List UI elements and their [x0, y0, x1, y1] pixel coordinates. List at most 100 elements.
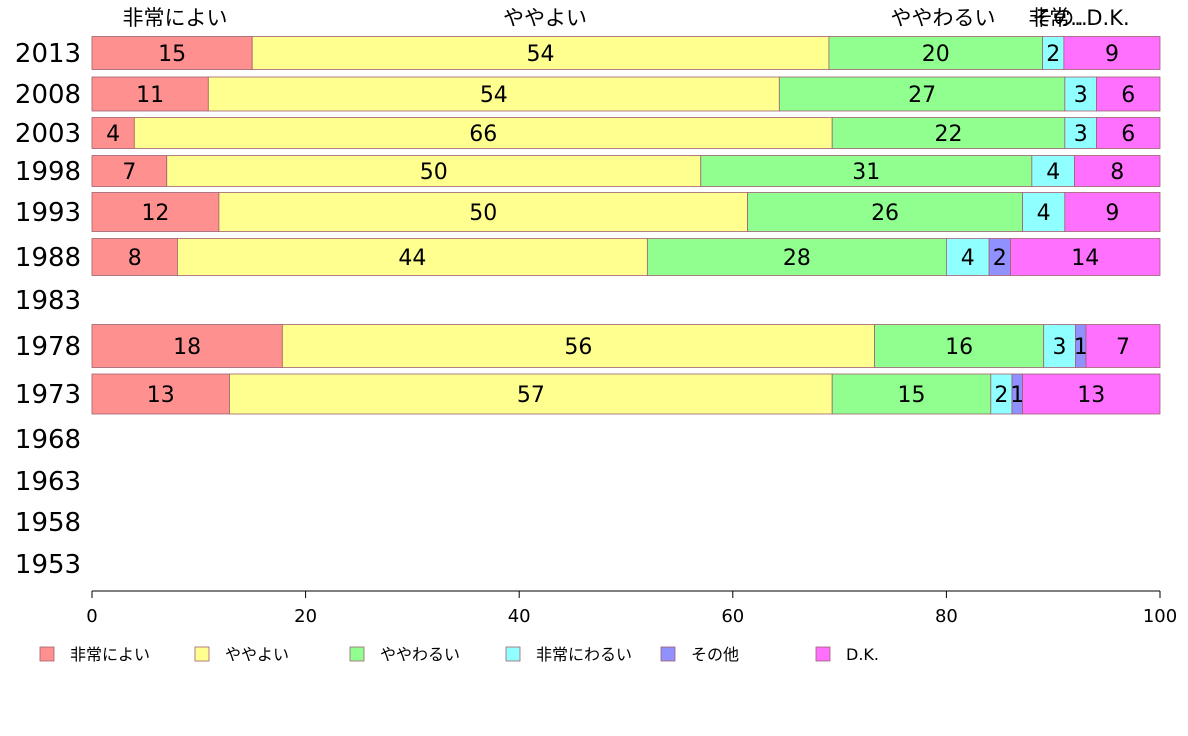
bar-segment: [874, 324, 1045, 368]
bar-value-label: 9: [1105, 42, 1119, 67]
bar-segment: [1074, 155, 1161, 187]
legend-label: D.K.: [846, 645, 879, 664]
bar-segment: [91, 76, 209, 112]
bar-row-2008: 11 54 27 3 6: [91, 76, 1161, 112]
bar-row-1978: 18 56 16 3 1 7: [91, 324, 1161, 368]
bar-value-label: 3: [1074, 122, 1088, 147]
bar-value-label: 22: [935, 122, 963, 147]
bar-row-2013: 15 54 20 2 9: [91, 36, 1161, 70]
bar-segment: [281, 324, 875, 368]
legend-swatch: [349, 646, 365, 662]
y-axis-labels: 2013 2008 2003 1998 1993 1988 1983 1978 1973 1968…: [15, 39, 81, 580]
legend-label: 非常にわるい: [536, 645, 632, 664]
bar-segment: [1085, 324, 1161, 368]
bar-value-label: 4: [961, 246, 975, 271]
bar-value-label: 3: [1074, 83, 1088, 108]
year-label-2003: 2003: [15, 119, 81, 149]
legend-item: その他: [660, 645, 739, 664]
bar-value-label: 3: [1053, 335, 1067, 360]
bar-segment: [1022, 192, 1066, 232]
year-label-1963: 1963: [15, 467, 81, 497]
bar-value-label: 6: [1121, 83, 1135, 108]
legend-item: ややわるい: [349, 645, 460, 664]
bar-segment: [1064, 192, 1161, 232]
bar-value-label: 14: [1071, 246, 1099, 271]
bar-segment: [207, 76, 780, 112]
bar-value-label: 6: [1121, 122, 1135, 147]
bar-segment: [91, 117, 135, 149]
bar-value-label: 9: [1105, 201, 1119, 226]
bar-value-label: 50: [469, 201, 497, 226]
bar-value-label: 31: [852, 160, 880, 185]
x-tick-label: 20: [294, 606, 317, 627]
year-label-1993: 1993: [15, 198, 81, 228]
bar-value-label: 27: [908, 83, 936, 108]
top-column-label: 非常によい: [123, 6, 228, 30]
bar-value-label: 20: [922, 42, 950, 67]
bar-value-label: 57: [517, 383, 545, 408]
bar-row-1993: 12 50 26 4 9: [91, 192, 1161, 232]
legend-item: ややよい: [194, 645, 289, 664]
year-label-2013: 2013: [15, 39, 81, 69]
top-column-label: ややよい: [503, 6, 587, 30]
bar-value-label: 54: [527, 42, 555, 67]
legend-swatch: [194, 646, 210, 662]
bar-value-label: 4: [106, 122, 120, 147]
year-label-1968: 1968: [15, 425, 81, 455]
bar-value-label: 15: [898, 383, 926, 408]
bar-segment: [1064, 76, 1097, 112]
bar-value-label: 12: [141, 201, 169, 226]
bar-segment: [91, 36, 253, 70]
bars: 15 54 20 2 911 54 27 3 64 66 22 3 67 50 31 4 812 50 26 4 98 4…: [91, 36, 1161, 415]
year-label-1998: 1998: [15, 157, 81, 187]
bar-segment: [946, 238, 990, 276]
x-tick-label: 0: [86, 606, 97, 627]
legend-swatch: [39, 646, 55, 662]
bar-segment: [646, 238, 947, 276]
legend-swatch: [815, 646, 831, 662]
bar-row-1988: 8 44 28 4 2 14: [91, 238, 1161, 276]
bar-value-label: 44: [398, 246, 426, 271]
x-tick-label: 80: [935, 606, 958, 627]
x-axis: 0 20 40 60 80 100: [86, 590, 1177, 627]
bar-segment: [1031, 155, 1075, 187]
year-label-1958: 1958: [15, 508, 81, 538]
bar-value-label: 7: [1116, 335, 1130, 360]
bar-segment: [1022, 373, 1161, 415]
bar-value-label: 2: [994, 383, 1008, 408]
top-labels: 非常によい ややよい ややわるい 非常..その..D.K.: [123, 6, 1130, 30]
legend-label: 非常によい: [70, 645, 150, 664]
bar-value-label: 2: [993, 246, 1007, 271]
bar-segment: [1096, 117, 1161, 149]
bar-row-1998: 7 50 31 4 8: [91, 155, 1161, 187]
legend-label: ややよい: [225, 645, 289, 664]
bar-value-label: 4: [1046, 160, 1060, 185]
bar-value-label: 16: [945, 335, 973, 360]
bar-value-label: 18: [173, 335, 201, 360]
legend-item: 非常によい: [39, 645, 150, 664]
top-column-label: その..: [1032, 6, 1087, 30]
bar-value-label: 15: [158, 42, 186, 67]
x-tick-label: 40: [508, 606, 531, 627]
top-column-label: ややわるい: [891, 6, 996, 30]
legend-item: D.K.: [815, 645, 879, 664]
bar-value-label: 13: [147, 383, 175, 408]
year-label-1988: 1988: [15, 243, 81, 273]
bar-value-label: 8: [128, 246, 142, 271]
bar-segment: [700, 155, 1033, 187]
x-tick-label: 60: [721, 606, 744, 627]
bar-row-2003: 4 66 22 3 6: [91, 117, 1161, 149]
legend-label: その他: [691, 645, 739, 664]
bar-segment: [828, 36, 1043, 70]
bar-segment: [1010, 238, 1161, 276]
bar-segment: [1043, 324, 1076, 368]
bar-value-label: 1: [1074, 335, 1088, 360]
legend-item: 非常にわるい: [505, 645, 632, 664]
bar-segment: [229, 373, 833, 415]
bar-value-label: 50: [420, 160, 448, 185]
bar-segment: [133, 117, 833, 149]
bar-segment: [1063, 36, 1161, 70]
bar-segment: [251, 36, 830, 70]
bar-value-label: 26: [871, 201, 899, 226]
